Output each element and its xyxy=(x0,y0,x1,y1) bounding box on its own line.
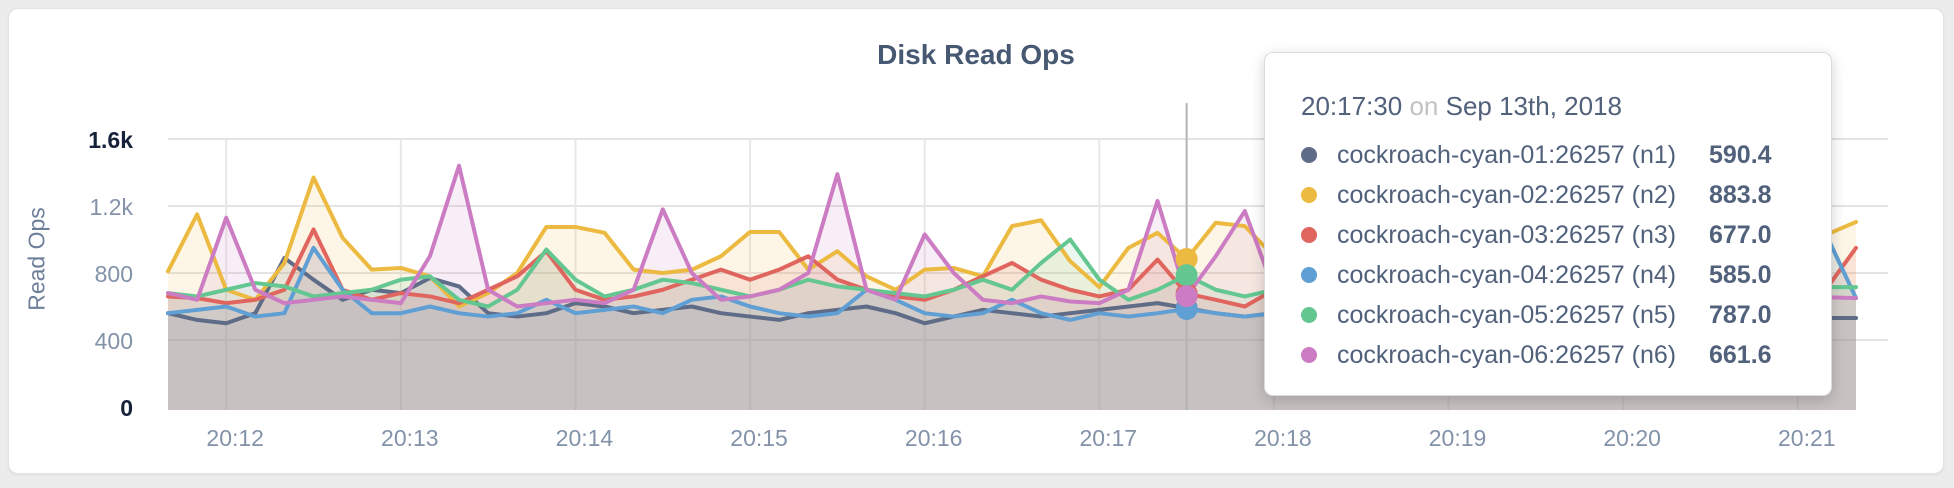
tooltip-date: Sep 13th, 2018 xyxy=(1445,91,1622,121)
series-color-dot-icon xyxy=(1301,307,1317,323)
chart-tooltip: 20:17:30 on Sep 13th, 2018 cockroach-cya… xyxy=(1264,52,1832,396)
series-value: 590.4 xyxy=(1709,140,1772,169)
series-value: 787.0 xyxy=(1709,300,1772,329)
series-value: 661.6 xyxy=(1709,340,1772,369)
x-tick-label: 20:15 xyxy=(730,425,788,451)
tooltip-connector: on xyxy=(1409,91,1439,121)
series-name: cockroach-cyan-06:26257 (n6) xyxy=(1337,340,1677,369)
tooltip-row: cockroach-cyan-05:26257 (n5) 787.0 xyxy=(1301,295,1801,335)
x-tick-label: 20:19 xyxy=(1428,425,1487,451)
tooltip-row: cockroach-cyan-04:26257 (n4) 585.0 xyxy=(1301,255,1801,295)
series-color-dot-icon xyxy=(1301,147,1317,163)
x-tick-label: 20:14 xyxy=(555,425,614,451)
x-tick-label: 20:21 xyxy=(1778,425,1836,451)
hover-point xyxy=(1175,264,1198,287)
x-tick-label: 20:13 xyxy=(381,425,439,451)
x-tick-label: 20:12 xyxy=(206,425,264,451)
x-tick-label: 20:16 xyxy=(904,425,963,451)
series-color-dot-icon xyxy=(1301,267,1317,283)
tooltip-row: cockroach-cyan-06:26257 (n6) 661.6 xyxy=(1301,335,1801,375)
series-name: cockroach-cyan-04:26257 (n4) xyxy=(1337,260,1677,289)
x-tick-label: 20:17 xyxy=(1079,425,1138,451)
tooltip-row: cockroach-cyan-03:26257 (n3) 677.0 xyxy=(1301,215,1801,255)
series-value: 677.0 xyxy=(1709,220,1772,249)
series-value: 585.0 xyxy=(1709,260,1772,289)
series-name: cockroach-cyan-01:26257 (n1) xyxy=(1337,140,1677,169)
chart-title: Disk Read Ops xyxy=(877,39,1075,70)
y-tick-label: 1.6k xyxy=(88,127,133,153)
y-tick-label: 400 xyxy=(94,328,133,354)
tooltip-timestamp: 20:17:30 on Sep 13th, 2018 xyxy=(1301,91,1801,123)
hover-point xyxy=(1175,247,1198,270)
x-tick-label: 20:18 xyxy=(1254,425,1312,451)
y-tick-label: 1.2k xyxy=(89,194,133,220)
series-color-dot-icon xyxy=(1301,227,1317,243)
tooltip-row: cockroach-cyan-01:26257 (n1) 590.4 xyxy=(1301,135,1801,175)
tooltip-time: 20:17:30 xyxy=(1301,91,1403,121)
series-name: cockroach-cyan-05:26257 (n5) xyxy=(1337,300,1677,329)
series-value: 883.8 xyxy=(1709,180,1772,209)
series-color-dot-icon xyxy=(1301,187,1317,203)
hover-point xyxy=(1175,285,1198,308)
tooltip-legend: cockroach-cyan-01:26257 (n1) 590.4 cockroa… xyxy=(1301,135,1801,375)
series-name: cockroach-cyan-03:26257 (n3) xyxy=(1337,220,1677,249)
tooltip-row: cockroach-cyan-02:26257 (n2) 883.8 xyxy=(1301,175,1801,215)
y-tick-label: 0 xyxy=(120,395,133,421)
series-color-dot-icon xyxy=(1301,347,1317,363)
y-tick-label: 800 xyxy=(94,261,133,287)
series-name: cockroach-cyan-02:26257 (n2) xyxy=(1337,180,1677,209)
x-tick-label: 20:20 xyxy=(1603,425,1661,451)
